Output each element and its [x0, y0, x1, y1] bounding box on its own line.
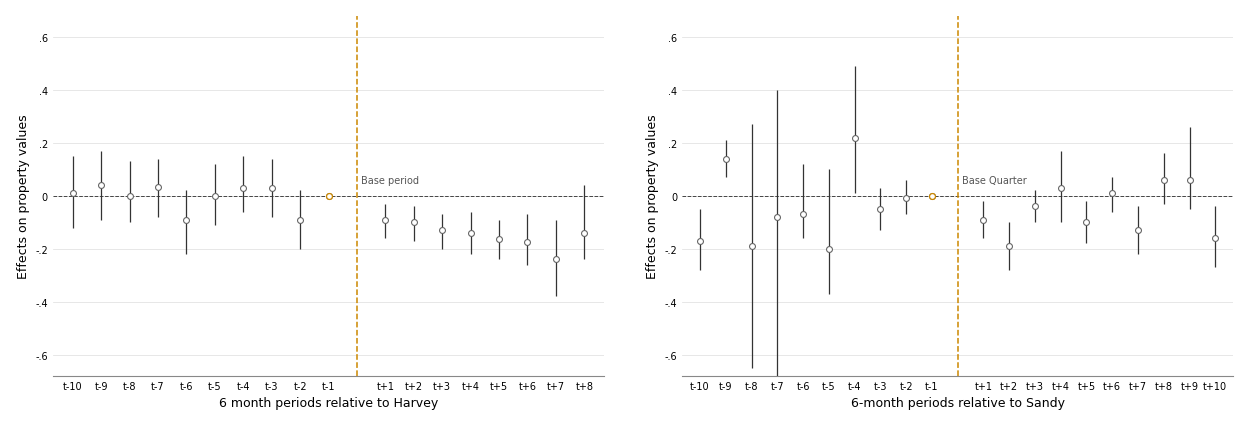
X-axis label: 6 month periods relative to Harvey: 6 month periods relative to Harvey — [219, 397, 438, 409]
Point — [319, 193, 339, 200]
Point — [404, 219, 424, 226]
Point — [91, 182, 111, 189]
Point — [974, 217, 994, 224]
Point — [176, 217, 196, 224]
Point — [741, 243, 761, 250]
Point — [574, 230, 594, 237]
Point — [148, 184, 168, 190]
Point — [62, 190, 82, 197]
Point — [922, 193, 942, 200]
Point — [546, 256, 566, 263]
Point — [792, 211, 812, 218]
Point — [1180, 177, 1200, 184]
Point — [460, 230, 480, 237]
Point — [1025, 204, 1045, 210]
Point — [234, 185, 254, 192]
Y-axis label: Effects on property values: Effects on property values — [16, 114, 30, 279]
Point — [1205, 235, 1225, 242]
Point — [922, 193, 942, 200]
Point — [768, 214, 788, 221]
Text: Base Quarter: Base Quarter — [961, 176, 1026, 186]
Point — [1154, 177, 1174, 184]
Y-axis label: Effects on property values: Effects on property values — [646, 114, 659, 279]
Point — [120, 193, 140, 200]
Point — [896, 196, 916, 202]
Point — [319, 193, 339, 200]
Point — [716, 156, 736, 163]
Point — [489, 236, 509, 243]
Point — [205, 193, 225, 200]
Point — [518, 239, 538, 246]
Point — [999, 243, 1019, 250]
Point — [845, 135, 865, 141]
Point — [432, 227, 452, 234]
Point — [690, 238, 710, 245]
Point — [870, 206, 890, 213]
Point — [290, 217, 310, 224]
Point — [819, 246, 839, 253]
Point — [1128, 227, 1148, 234]
Point — [261, 185, 281, 192]
Point — [1076, 219, 1096, 226]
X-axis label: 6-month periods relative to Sandy: 6-month periods relative to Sandy — [851, 397, 1065, 409]
Point — [375, 217, 395, 224]
Point — [1102, 190, 1122, 197]
Point — [1051, 185, 1071, 192]
Text: Base period: Base period — [361, 176, 419, 186]
